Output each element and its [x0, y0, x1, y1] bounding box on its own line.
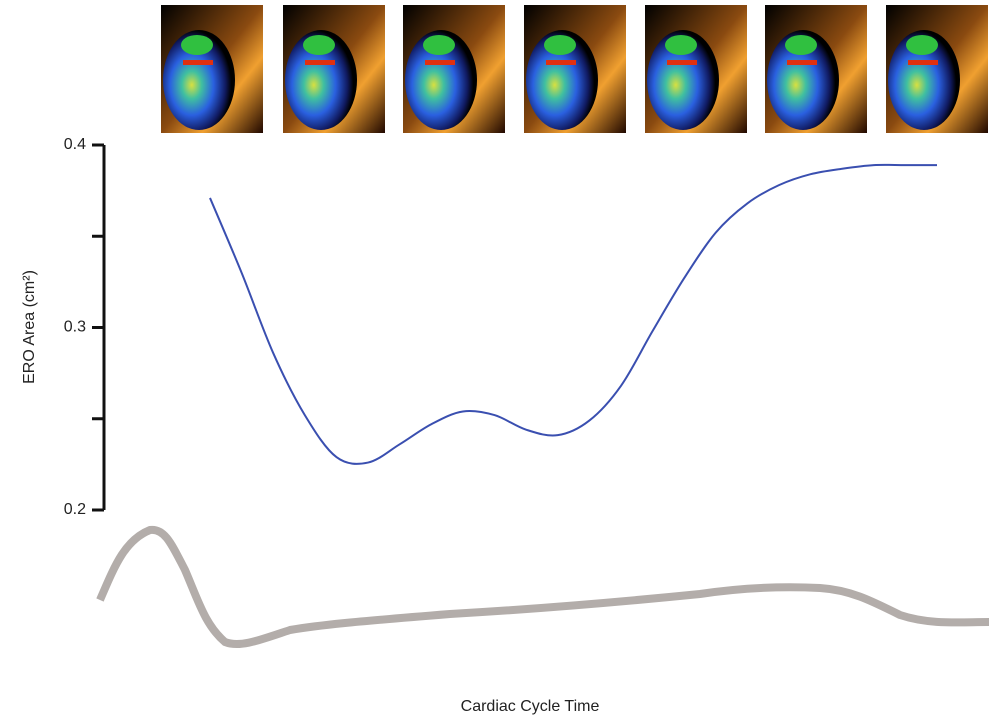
echo-image [765, 5, 867, 133]
echo-image [886, 5, 988, 133]
y-tick-label: 0.2 [64, 501, 86, 518]
x-axis-label: Cardiac Cycle Time [461, 698, 600, 715]
chart: ERO Area (cm²) Cardiac Cycle Time 0.2 0.3… [0, 0, 989, 722]
y-tick-label: 0.3 [64, 319, 86, 336]
thumbnails [161, 5, 988, 133]
y-tick-label: 0.4 [64, 136, 86, 153]
echo-image [161, 5, 263, 133]
echo-image [524, 5, 626, 133]
echo-image [645, 5, 747, 133]
y-axis-label: ERO Area (cm²) [21, 270, 38, 384]
ero-line [210, 165, 937, 464]
echo-image [403, 5, 505, 133]
ecg-trace [100, 530, 989, 644]
echo-image [283, 5, 385, 133]
